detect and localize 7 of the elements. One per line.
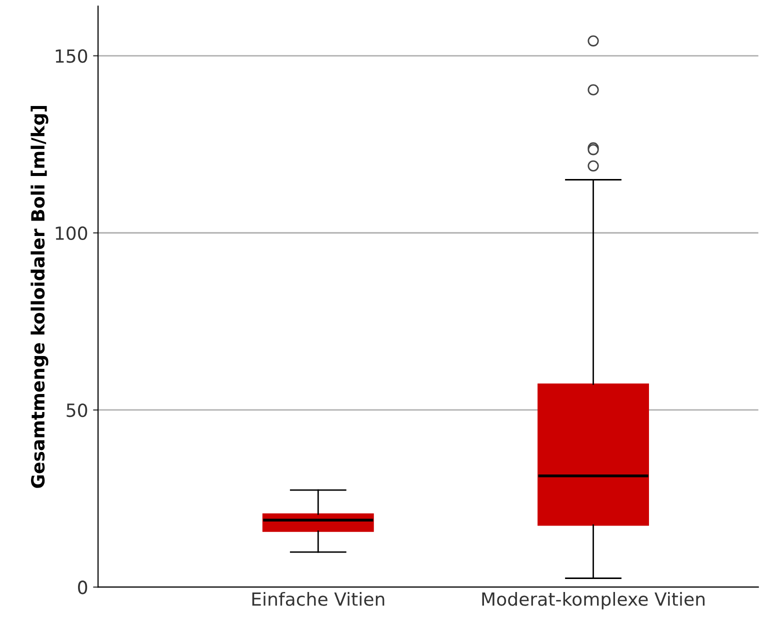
y-tick-label: 50 — [66, 403, 88, 418]
y-tick-label: 150 — [56, 49, 88, 63]
y-tick-label: 100 — [56, 226, 88, 240]
x-tick-label: Moderat-komplexe Vitien — [482, 592, 705, 610]
y-tick-label: 0 — [78, 580, 88, 594]
y-axis-title: Gesamtmenge kolloidaler Boli [ml/kg] — [30, 106, 48, 488]
x-tick-label: Einfache Vitien — [252, 592, 384, 606]
